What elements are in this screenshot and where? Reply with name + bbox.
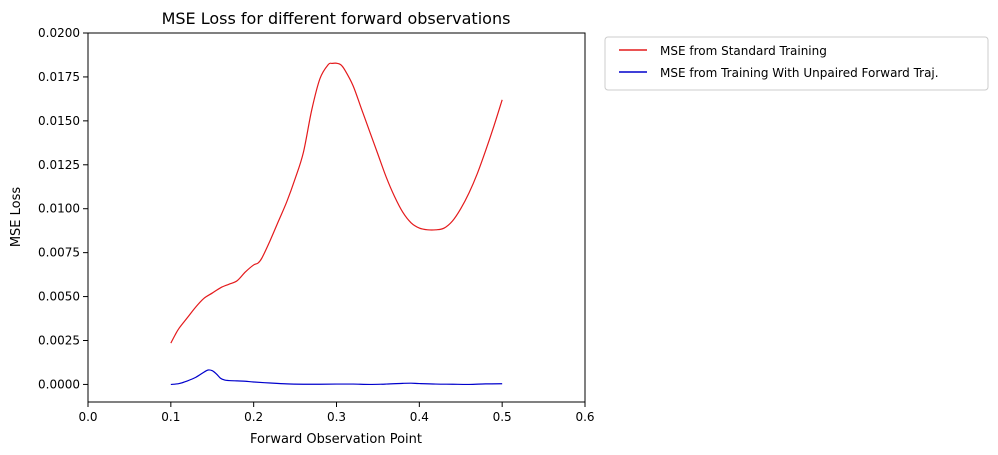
series-layer [170,62,503,386]
legend-label: MSE from Training With Unpaired Forward … [660,66,939,80]
x-tick-label: 0.2 [244,410,263,424]
legend-box [604,36,989,91]
legend: MSE from Standard Training MSE from Train… [604,36,989,91]
y-tick-label: 0.0025 [38,334,80,348]
legend-label: MSE from Standard Training [660,44,827,58]
x-tick-label: 0.5 [493,410,512,424]
x-tick-label: 0.6 [575,410,594,424]
chart-title: MSE Loss for different forward observati… [162,9,511,28]
plot-frame [87,32,586,403]
x-axis: 0.0 0.1 0.2 0.3 0.4 0.5 0.6 [78,402,595,424]
y-tick-label: 0.0200 [38,26,80,40]
y-tick-label: 0.0125 [38,158,80,172]
y-axis-label: MSE Loss [9,187,24,248]
plot-area [87,32,586,403]
y-tick-label: 0.0100 [38,202,80,216]
y-tick-label: 0.0075 [38,246,80,260]
y-axis: 0.0000 0.0025 0.0050 0.0075 0.0100 0.0125 0.01… [38,26,88,391]
y-tick-label: 0.0000 [38,377,80,391]
y-tick-label: 0.0175 [38,70,80,84]
series-line-standard-training [170,62,503,344]
x-tick-label: 0.1 [161,410,180,424]
y-tick-label: 0.0150 [38,114,80,128]
series-line-unpaired-forward [170,369,503,386]
x-axis-label: Forward Observation Point [250,432,422,447]
x-tick-label: 0.3 [327,410,346,424]
y-tick-label: 0.0050 [38,290,80,304]
x-tick-label: 0.4 [410,410,429,424]
x-tick-label: 0.0 [78,410,97,424]
